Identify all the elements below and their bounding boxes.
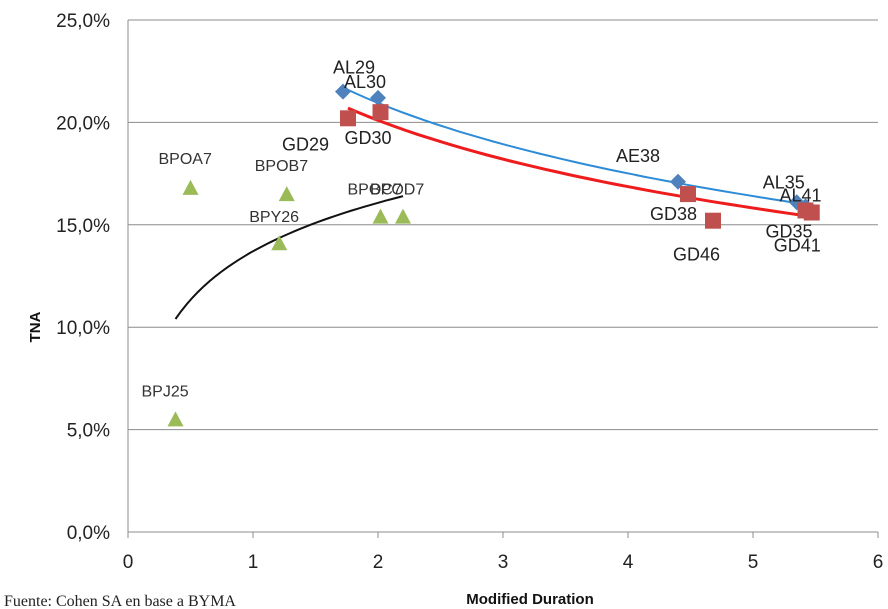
- y-tick-label: 10,0%: [56, 318, 110, 339]
- square-marker: [705, 212, 721, 229]
- y-tick-labels: 0,0% 5,0% 10,0% 15,0% 20,0% 25,0%: [56, 11, 110, 544]
- data-label: BPOC7: [348, 182, 402, 199]
- data-markers: [167, 83, 820, 427]
- diamond-marker: [670, 173, 686, 190]
- triangle-marker: [271, 235, 288, 251]
- triangle-marker: [372, 208, 389, 224]
- data-label: GD30: [345, 128, 392, 148]
- x-tick-label: 0: [123, 552, 134, 573]
- square-marker: [803, 204, 820, 221]
- x-tick-label: 6: [873, 552, 884, 573]
- data-label: GD35: [766, 221, 813, 241]
- triangle-marker: [167, 411, 184, 427]
- data-label: AL35: [763, 172, 805, 192]
- data-label: AL30: [344, 72, 386, 92]
- trend-line: [342, 86, 806, 206]
- x-tick-label: 3: [498, 552, 509, 573]
- data-label: BPOD7: [370, 182, 424, 199]
- data-label: BPOB7: [255, 158, 308, 175]
- data-label: GD38: [650, 204, 697, 224]
- x-tick-label: 1: [248, 552, 259, 573]
- triangle-marker: [182, 179, 199, 195]
- diamond-marker: [370, 89, 386, 106]
- y-tick-label: 20,0%: [56, 113, 110, 134]
- data-label: BPY26: [249, 209, 299, 226]
- data-label: BPJ25: [142, 383, 189, 400]
- y-tick-label: 0,0%: [67, 523, 110, 544]
- x-axis-title: Modified Duration: [466, 591, 594, 608]
- axes: [127, 20, 879, 538]
- trend-line: [174, 195, 404, 320]
- data-label: GD29: [282, 134, 329, 154]
- trend-lines: [174, 86, 813, 320]
- y-tick-label: 15,0%: [56, 216, 110, 237]
- square-marker: [680, 186, 696, 203]
- y-tick-label: 5,0%: [67, 421, 110, 442]
- data-label: AL29: [333, 58, 375, 78]
- source-note: Fuente: Cohen SA en base a BYMA: [4, 593, 236, 609]
- x-tick-label: 2: [373, 552, 384, 573]
- gridlines: [128, 19, 878, 431]
- x-tick-labels: 0 1 2 3 4 5 6: [123, 552, 884, 573]
- data-label: GD46: [673, 245, 720, 265]
- triangle-marker: [278, 186, 295, 202]
- square-marker: [372, 104, 389, 121]
- y-axis-title: TNA: [27, 311, 44, 342]
- data-label: GD41: [774, 236, 821, 256]
- diamond-marker: [335, 83, 351, 100]
- y-tick-label: 25,0%: [56, 11, 110, 32]
- trend-line: [347, 106, 813, 219]
- x-tick-label: 5: [748, 552, 759, 573]
- data-label: AL41: [780, 185, 822, 205]
- data-label: BPOA7: [159, 151, 212, 168]
- x-tick-label: 4: [623, 552, 634, 573]
- square-marker: [340, 110, 356, 127]
- data-label: AE38: [616, 146, 660, 166]
- triangle-marker: [395, 208, 411, 224]
